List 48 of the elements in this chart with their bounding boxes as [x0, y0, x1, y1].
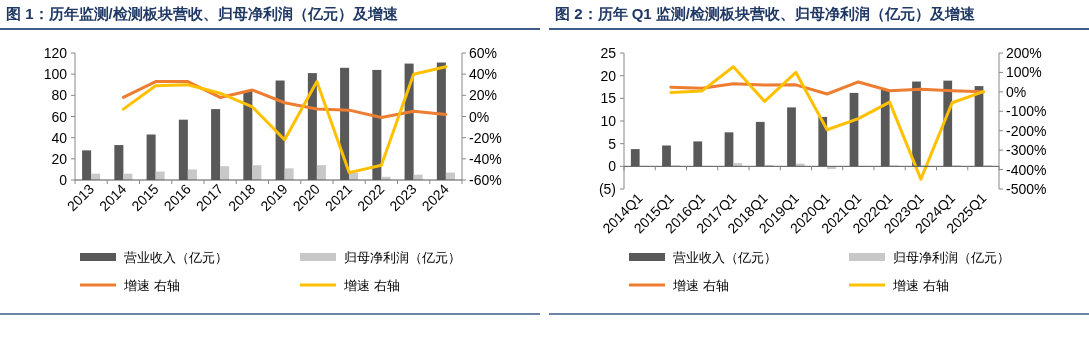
bar: [220, 166, 230, 180]
y2-tick-label: 40%: [469, 66, 498, 83]
y2-tick-label: 0%: [1006, 83, 1027, 100]
y2-tick-label: -20%: [469, 129, 502, 146]
bar: [187, 169, 197, 180]
y2-tick-label: 200%: [1006, 45, 1042, 61]
y2-tick-label: -500%: [1006, 181, 1047, 197]
line-series: [669, 80, 985, 96]
bar: [316, 165, 326, 180]
legend-label: 增速 右轴: [123, 278, 180, 293]
y2-tick-label: 60%: [469, 45, 498, 61]
chart-title: 图 1：历年监测/检测板块营收、归母净利润（亿元）及增速: [6, 5, 399, 22]
y-tick-label: 100: [43, 66, 68, 83]
y-tick-label: 80: [51, 87, 68, 104]
y2-tick-label: -200%: [1006, 122, 1047, 139]
chart-title: 图 2：历年 Q1 监测/检测板块营收、归母净利润（亿元）及增速: [555, 5, 977, 22]
y-tick-label: 0: [608, 158, 617, 175]
bar: [733, 163, 743, 167]
y2-tick-label: -300%: [1006, 142, 1047, 159]
y-tick-label: 10: [600, 113, 617, 129]
y-tick-label: 15: [600, 90, 617, 107]
y2-tick-label: 20%: [469, 87, 498, 104]
legend-label: 营业收入（亿元）: [124, 250, 228, 265]
y-tick-label: 25: [600, 45, 617, 61]
y-tick-label: 40: [51, 129, 68, 146]
y-tick-label: 0: [59, 172, 68, 188]
line-series: [121, 80, 448, 120]
y-tick-label: 20: [600, 67, 617, 84]
legend-label: 增速 右轴: [892, 278, 949, 293]
bar: [252, 165, 262, 180]
legend-label: 增速 右轴: [343, 278, 400, 293]
line-series: [121, 65, 448, 175]
y-tick-label: 20: [51, 150, 68, 167]
line-series: [669, 65, 985, 181]
y2-tick-label: -40%: [469, 150, 502, 167]
legend-label: 增速 右轴: [672, 278, 729, 293]
y2-tick-label: -100%: [1006, 103, 1047, 120]
y2-tick-label: -60%: [469, 172, 502, 188]
y-tick-label: 5: [608, 135, 617, 152]
bar: [284, 168, 294, 180]
legend-label: 归母净利润（亿元）: [344, 250, 461, 265]
y2-tick-label: -400%: [1006, 161, 1047, 178]
legend-label: 归母净利润（亿元）: [893, 250, 1010, 265]
y2-tick-label: 0%: [469, 108, 490, 125]
y-tick-label: 60: [51, 108, 68, 125]
y2-tick-label: 100%: [1006, 64, 1042, 81]
legend-label: 营业收入（亿元）: [673, 250, 777, 265]
y-tick-label: 120: [43, 45, 68, 61]
